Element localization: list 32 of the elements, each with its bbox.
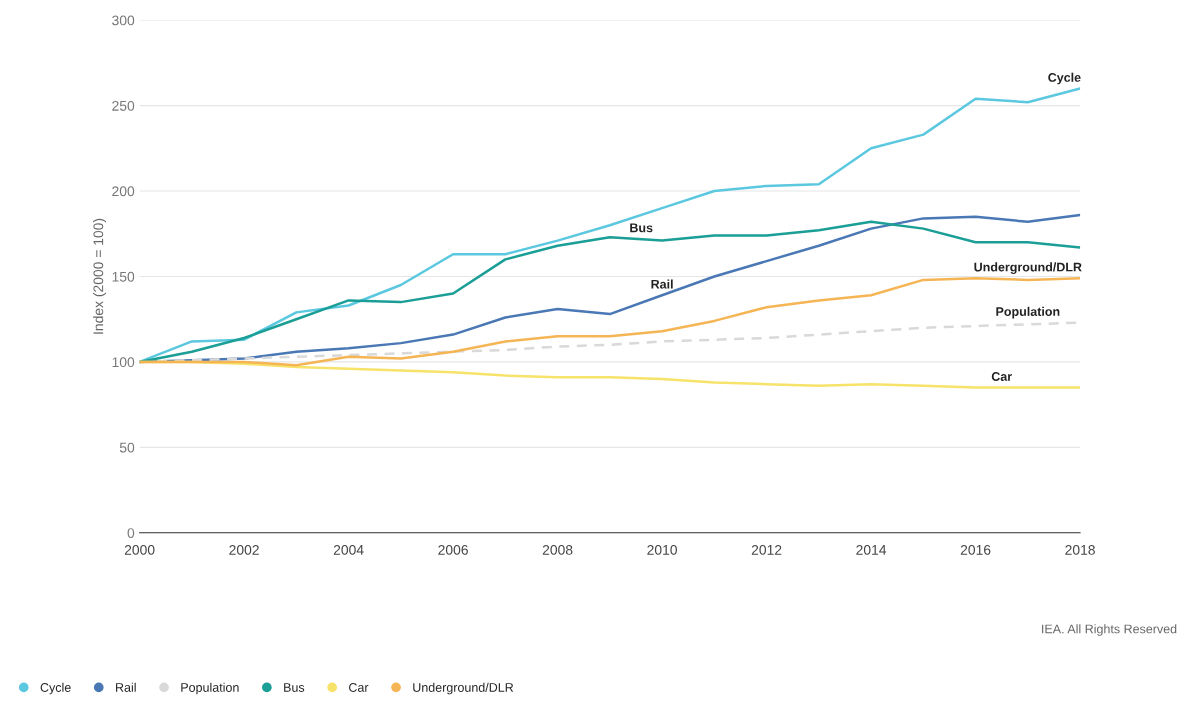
- x-tick-label: 2012: [751, 544, 782, 555]
- legend-label: Bus: [284, 683, 305, 692]
- annotation: Car: [991, 372, 1012, 381]
- x-tick-label: 2006: [438, 544, 468, 555]
- x-tick-label: 2008: [542, 544, 573, 555]
- x-tick-label: 2016: [960, 544, 991, 555]
- y-tick-label: 200: [112, 186, 135, 197]
- legend-label: Rail: [116, 682, 136, 692]
- y-tick-label: 0: [127, 528, 135, 538]
- x-tick-label: 2002: [229, 544, 259, 555]
- x-tick-label: 2010: [647, 544, 677, 555]
- x-tick-label: 2004: [333, 544, 364, 555]
- y-tick-label: 150: [112, 271, 135, 282]
- text: IEA. All Rights Reserved: [1042, 624, 1177, 636]
- y-tick-label: 50: [119, 442, 135, 453]
- y-axis-title: Index (2000 = 100): [93, 218, 106, 334]
- x-tick-label: 2000: [124, 544, 155, 555]
- annotation: Rail: [651, 279, 673, 289]
- legend-label: Cycle: [40, 682, 71, 695]
- y-tick-label: 100: [112, 357, 135, 368]
- y-tick-label: 300: [112, 15, 135, 26]
- legend-label: Car: [349, 683, 369, 692]
- annotation: Bus: [630, 223, 653, 233]
- legend-label: Underground/DLR: [413, 682, 514, 695]
- annotation: Cycle: [1048, 72, 1081, 85]
- y-tick-label: 250: [112, 100, 135, 111]
- x-tick-label: 2018: [1065, 544, 1095, 555]
- legend-label: Population: [181, 682, 239, 695]
- annotation: Population: [996, 306, 1060, 319]
- annotation: Underground/DLR: [974, 262, 1082, 275]
- line-series: [139, 276, 1081, 367]
- x-tick-label: 2014: [856, 544, 887, 555]
